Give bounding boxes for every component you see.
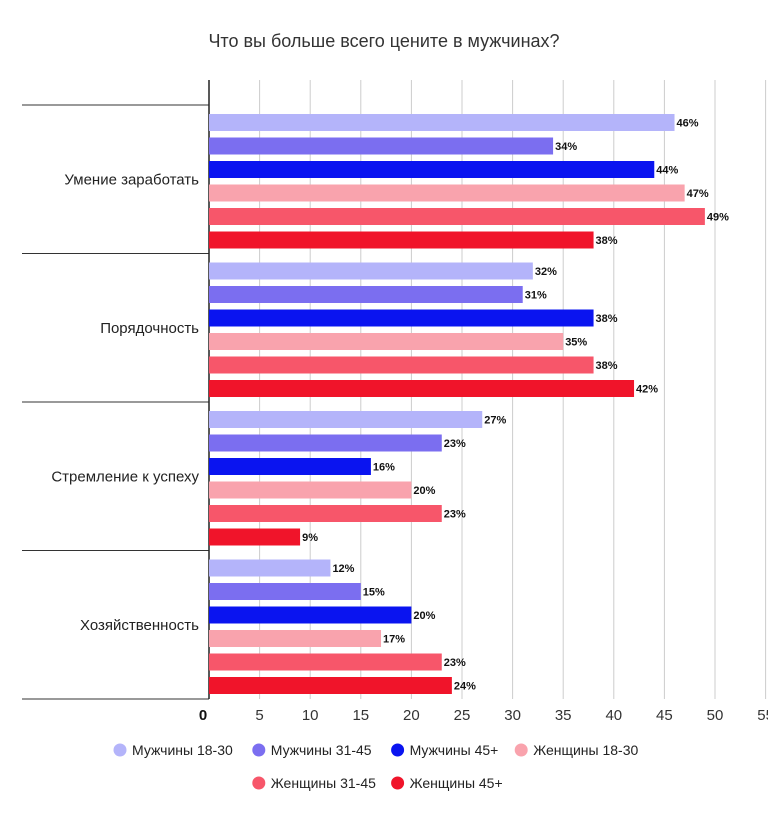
legend-marker [252, 743, 266, 757]
bar [209, 630, 382, 647]
x-tick-label: 45 [656, 707, 673, 724]
legend-item: Женщины 45+ [391, 775, 503, 791]
data-label: 34% [555, 141, 577, 153]
legend-marker [113, 743, 127, 757]
x-tick-label: 5 [255, 707, 263, 724]
category-label: Хозяйственность [80, 617, 199, 634]
data-label: 49% [707, 212, 729, 224]
category-label: Стремление к успеху [51, 468, 199, 485]
data-label: 15% [363, 587, 385, 599]
legend-label: Мужчины 31-45 [271, 742, 372, 758]
category-label: Умение заработать [64, 171, 199, 188]
bar [209, 528, 301, 546]
bar [209, 606, 412, 624]
data-label: 38% [596, 313, 618, 325]
bar [209, 434, 442, 452]
legend-item: Женщины 31-45 [252, 775, 376, 791]
x-tick-label: 0 [199, 707, 207, 724]
bar [209, 137, 554, 155]
bar [209, 262, 533, 280]
bar [209, 380, 635, 397]
data-label: 23% [444, 438, 466, 450]
bar [209, 309, 594, 327]
x-tick-label: 15 [352, 707, 369, 724]
data-label: 12% [332, 563, 354, 575]
legend-item: Мужчины 18-30 [113, 742, 233, 758]
data-label: 42% [636, 384, 658, 396]
bar [209, 333, 564, 350]
bar [209, 677, 452, 694]
x-tick-label: 55 [757, 707, 768, 724]
data-label: 23% [444, 509, 466, 521]
legend-item: Мужчины 31-45 [252, 742, 372, 758]
category-labels: Умение заработать Порядочность Стремление … [51, 171, 199, 634]
legend-label: Женщины 45+ [410, 775, 503, 791]
legend-label: Мужчины 18-30 [132, 742, 233, 758]
data-label: 20% [413, 610, 435, 622]
bar [209, 481, 412, 499]
data-label: 46% [677, 118, 699, 130]
x-tick-label: 50 [707, 707, 724, 724]
data-label: 35% [565, 337, 587, 349]
data-label: 38% [596, 235, 618, 247]
legend-label: Женщины 31-45 [271, 775, 376, 791]
data-label: 17% [383, 634, 405, 646]
bar [209, 583, 361, 600]
data-label: 31% [525, 290, 547, 302]
x-tick-label: 35 [555, 707, 572, 724]
legend-item: Женщины 18-30 [514, 742, 639, 758]
legend-marker [391, 776, 405, 790]
bar [209, 161, 655, 178]
x-tick-label: 30 [504, 707, 521, 724]
x-tick-label: 25 [454, 707, 471, 724]
bar [209, 653, 442, 671]
bar [209, 208, 705, 225]
legend-marker [514, 743, 528, 757]
legend-marker [252, 776, 266, 790]
bar [209, 458, 371, 475]
data-label: 32% [535, 266, 557, 278]
data-label: 9% [302, 532, 318, 544]
bar [209, 559, 331, 577]
legend-item: Мужчины 45+ [391, 742, 498, 758]
chart-title: Что вы больше всего цените в мужчинах? [208, 31, 559, 51]
bars [209, 114, 705, 694]
data-label: 44% [656, 165, 678, 177]
data-label: 24% [454, 681, 476, 693]
x-tick-label: 10 [302, 707, 319, 724]
x-axis-ticks: 0 5 10 15 20 25 30 35 40 45 50 55 [199, 707, 768, 724]
bar [209, 411, 483, 428]
bar [209, 114, 675, 131]
bar [209, 505, 442, 522]
bar [209, 184, 685, 202]
x-tick-label: 40 [605, 707, 622, 724]
data-label: 38% [596, 360, 618, 372]
data-label: 27% [484, 415, 506, 427]
bar [209, 356, 594, 374]
value-labels: 46% 34% 44% 47% 49% 38% 32% 31% 38% 35% 38% 42% 27% 2… [302, 118, 729, 693]
data-label: 20% [413, 485, 435, 497]
legend-label: Женщины 18-30 [533, 742, 638, 758]
legend-marker [391, 743, 405, 757]
x-tick-label: 20 [403, 707, 420, 724]
data-label: 47% [687, 188, 709, 200]
legend: Мужчины 18-30 Мужчины 31-45 Мужчины 45+ Жен… [113, 742, 639, 791]
data-label: 23% [444, 657, 466, 669]
data-label: 16% [373, 462, 395, 474]
bar [209, 231, 594, 249]
bar [209, 286, 523, 303]
category-label: Порядочность [100, 320, 199, 337]
legend-label: Мужчины 45+ [410, 742, 499, 758]
